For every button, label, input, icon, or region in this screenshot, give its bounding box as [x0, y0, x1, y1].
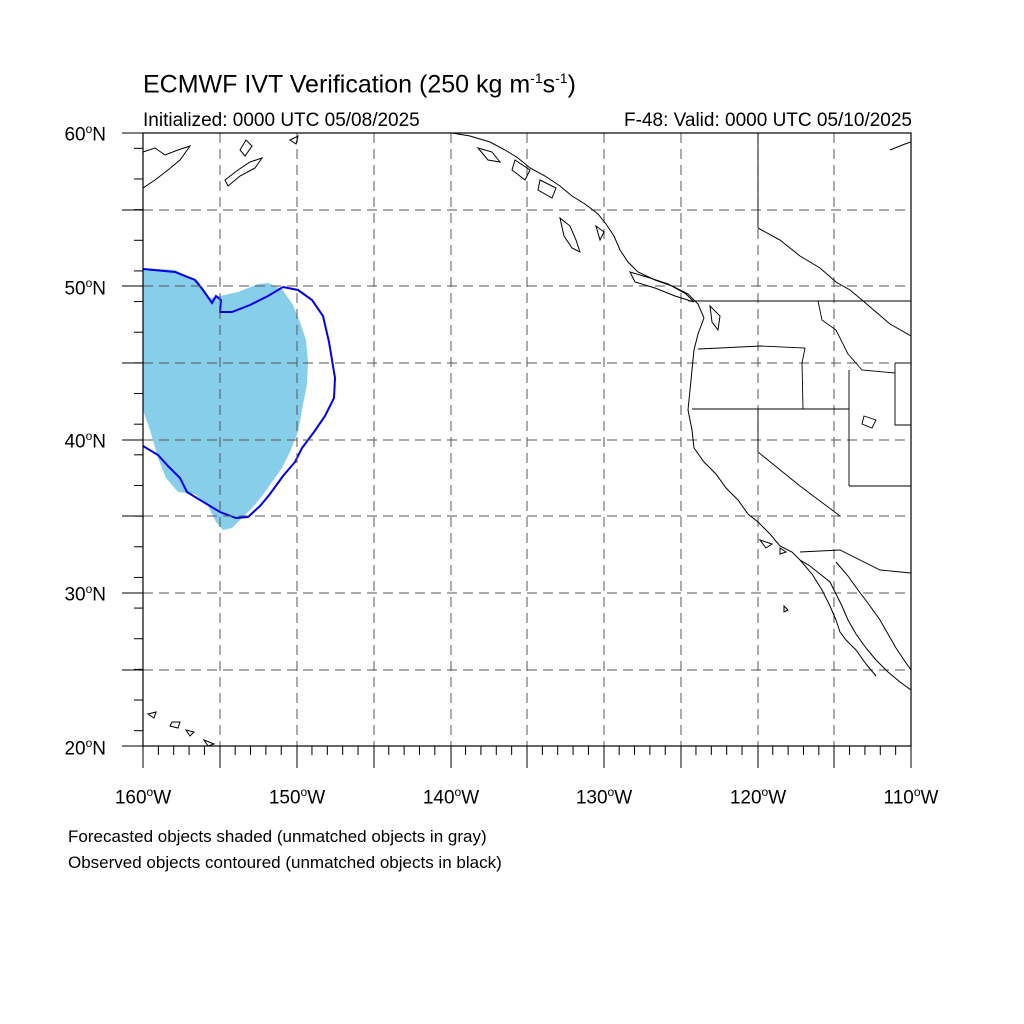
lat-label-50: 50oN	[64, 276, 106, 300]
lon-label-130w: 130oW	[575, 785, 633, 809]
lat-label-30: 30oN	[64, 582, 106, 606]
lat-label-40: 40oN	[64, 429, 106, 453]
lon-label-120w: 120oW	[729, 785, 787, 809]
lon-label-140w: 140oW	[422, 785, 480, 809]
forecast-object	[143, 268, 308, 530]
lon-label-110w: 110oW	[883, 785, 939, 809]
initialized-time: Initialized: 0000 UTC 05/08/2025	[143, 110, 420, 131]
observed-note: Observed objects contoured (unmatched ob…	[68, 853, 502, 872]
forecast-note: Forecasted objects shaded (unmatched obj…	[68, 827, 487, 846]
lat-label-20: 20oN	[64, 736, 106, 760]
axis-ticks	[122, 132, 912, 768]
political-boundaries	[688, 133, 911, 574]
map-title: ECMWF IVT Verification (250 kg m-1s-1)	[143, 70, 576, 99]
minor-ticks	[134, 147, 897, 755]
valid-time: F-48: Valid: 0000 UTC 05/10/2025	[624, 110, 912, 131]
lat-label-60: 60oN	[64, 122, 106, 146]
coastlines	[143, 133, 911, 746]
map-gridlines	[143, 133, 911, 746]
lon-label-160w: 160oW	[114, 785, 172, 809]
lon-label-150w: 150oW	[268, 785, 326, 809]
observed-contour	[143, 268, 337, 520]
